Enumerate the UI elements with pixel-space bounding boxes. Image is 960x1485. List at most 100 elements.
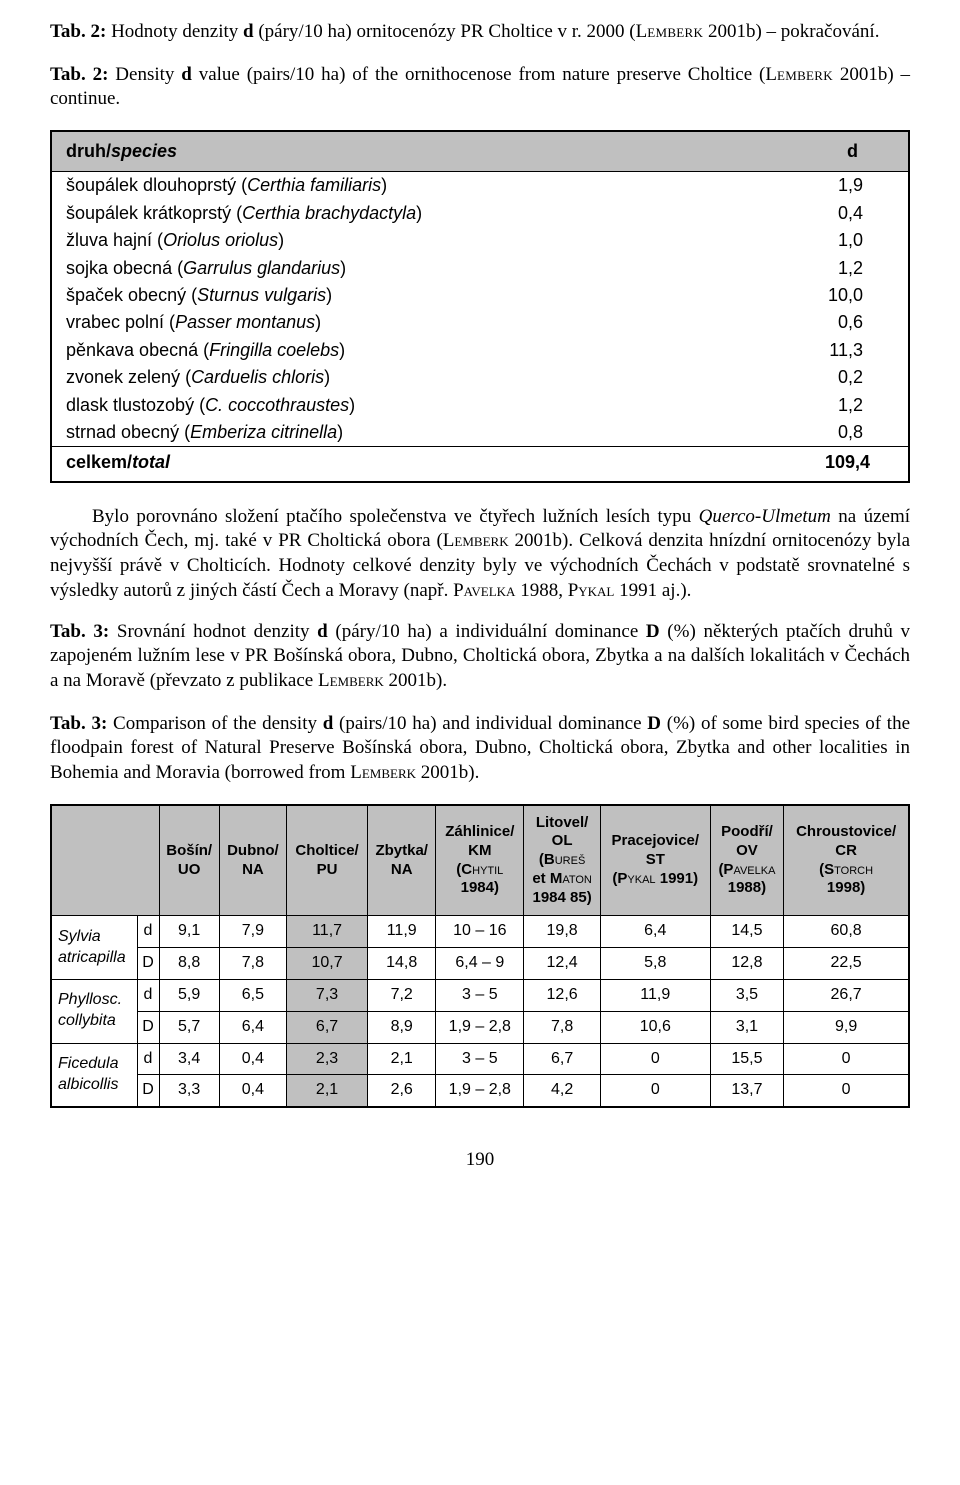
comparison-table: Bošín/UO Dubno/NA Choltice/PU Zbytka/NA … [50,804,910,1109]
value-cell: 0,4 [733,200,909,227]
data-cell: 6,4 – 9 [436,948,524,980]
table2-caption-en: Tab. 2: Density d value (pairs/10 ha) of… [50,63,910,112]
value-cell: 0,2 [733,364,909,391]
species-cell: pěnkava obecná (Fringilla coelebs) [51,337,733,364]
data-cell: 6,4 [219,1011,286,1043]
data-cell: 8,9 [368,1011,436,1043]
data-cell: 5,9 [159,979,219,1011]
data-cell: 1,9 – 2,8 [436,1075,524,1107]
species-cell: strnad obecný (Emberiza citrinella) [51,419,733,447]
data-cell: 10,7 [287,948,368,980]
data-cell: 12,6 [524,979,601,1011]
col-d-header: d [733,131,909,172]
data-cell: 0 [784,1043,909,1075]
data-cell: 13,7 [710,1075,784,1107]
data-cell: 0 [784,1075,909,1107]
body-paragraph: Bylo porovnáno složení ptačího společens… [50,505,910,604]
table-row: D3,30,42,12,61,9 – 2,84,2013,70 [51,1075,909,1107]
data-cell: 11,9 [600,979,710,1011]
data-cell: 7,3 [287,979,368,1011]
table-row: Sylvia atricapillad9,17,911,711,910 – 16… [51,916,909,948]
metric-d-cell: d [137,979,159,1011]
value-cell: 10,0 [733,282,909,309]
tab-label: Tab. 2: [50,64,108,85]
col-poodri: Poodří/OV(Pavelka1988) [710,805,784,916]
data-cell: 12,4 [524,948,601,980]
tab-label: Tab. 2: [50,21,106,42]
data-cell: 11,7 [287,916,368,948]
data-cell: 6,7 [287,1011,368,1043]
col-zbytka: Zbytka/NA [368,805,436,916]
density-table: druh/species d šoupálek dlouhoprstý (Cer… [50,130,910,483]
table-row: špaček obecný (Sturnus vulgaris)10,0 [51,282,909,309]
data-cell: 2,6 [368,1075,436,1107]
value-cell: 0,6 [733,309,909,336]
data-cell: 7,8 [219,948,286,980]
col-dubno: Dubno/NA [219,805,286,916]
data-cell: 9,1 [159,916,219,948]
page-number: 190 [50,1148,910,1173]
data-cell: 5,7 [159,1011,219,1043]
table-row: pěnkava obecná (Fringilla coelebs)11,3 [51,337,909,364]
col-chroustovice: Chroustovice/CR(Storch1998) [784,805,909,916]
species-cell: žluva hajní (Oriolus oriolus) [51,227,733,254]
species-cell: sojka obecná (Garrulus glandarius) [51,255,733,282]
table-row: vrabec polní (Passer montanus)0,6 [51,309,909,336]
species-cell: dlask tlustozobý (C. coccothraustes) [51,392,733,419]
table-row: Ficedula albicollisd3,40,42,32,13 – 56,7… [51,1043,909,1075]
col-zahlinice: Záhlinice/KM(Chytil1984) [436,805,524,916]
value-cell: 11,3 [733,337,909,364]
col-species-header: druh/species [51,131,733,172]
data-cell: 60,8 [784,916,909,948]
data-cell: 3 – 5 [436,979,524,1011]
value-cell: 1,0 [733,227,909,254]
data-cell: 2,3 [287,1043,368,1075]
data-cell: 0 [600,1075,710,1107]
data-cell: 4,2 [524,1075,601,1107]
data-cell: 10 – 16 [436,916,524,948]
col-bosin: Bošín/UO [159,805,219,916]
species-cell: šoupálek krátkoprstý (Certhia brachydact… [51,200,733,227]
species-name-cell: Sylvia atricapilla [51,916,137,980]
data-cell: 3,3 [159,1075,219,1107]
data-cell: 2,1 [368,1043,436,1075]
table3-caption-en: Tab. 3: Comparison of the density d (pai… [50,712,910,786]
data-cell: 9,9 [784,1011,909,1043]
data-cell: 10,6 [600,1011,710,1043]
table3-caption-cz: Tab. 3: Srovnání hodnot denzity d (páry/… [50,620,910,694]
table-row: Phyllosc. collybitad5,96,57,37,23 – 512,… [51,979,909,1011]
metric-d-cell: d [137,916,159,948]
species-name-cell: Ficedula albicollis [51,1043,137,1107]
data-cell: 6,7 [524,1043,601,1075]
data-cell: 14,8 [368,948,436,980]
metric-D-cell: D [137,948,159,980]
table-row: žluva hajní (Oriolus oriolus)1,0 [51,227,909,254]
col-litovel: Litovel/OL(Burešet Maton1984 85) [524,805,601,916]
data-cell: 2,1 [287,1075,368,1107]
table-total-row: celkem/total 109,4 [51,447,909,482]
table-row: sojka obecná (Garrulus glandarius)1,2 [51,255,909,282]
table-row: šoupálek dlouhoprstý (Certhia familiaris… [51,172,909,200]
data-cell: 7,8 [524,1011,601,1043]
species-cell: vrabec polní (Passer montanus) [51,309,733,336]
table-row: zvonek zelený (Carduelis chloris)0,2 [51,364,909,391]
tab-label: Tab. 3: [50,621,109,642]
data-cell: 6,4 [600,916,710,948]
data-cell: 3,4 [159,1043,219,1075]
value-cell: 1,2 [733,255,909,282]
data-cell: 19,8 [524,916,601,948]
value-cell: 1,9 [733,172,909,200]
data-cell: 6,5 [219,979,286,1011]
data-cell: 12,8 [710,948,784,980]
data-cell: 22,5 [784,948,909,980]
metric-d-cell: d [137,1043,159,1075]
metric-D-cell: D [137,1075,159,1107]
data-cell: 0 [600,1043,710,1075]
data-cell: 0,4 [219,1043,286,1075]
data-cell: 7,2 [368,979,436,1011]
data-cell: 11,9 [368,916,436,948]
data-cell: 7,9 [219,916,286,948]
data-cell: 3 – 5 [436,1043,524,1075]
data-cell: 1,9 – 2,8 [436,1011,524,1043]
data-cell: 5,8 [600,948,710,980]
